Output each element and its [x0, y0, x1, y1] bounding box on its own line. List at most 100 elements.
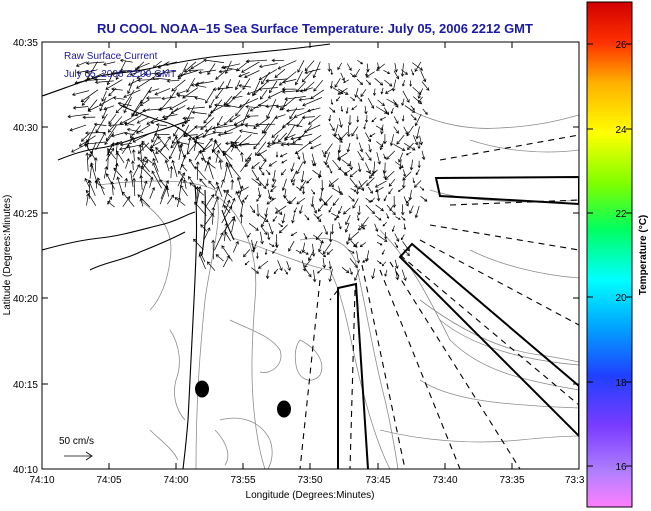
current-vector — [298, 97, 312, 102]
current-vector — [191, 110, 207, 115]
current-vector — [238, 83, 252, 88]
current-vector — [115, 105, 124, 114]
current-vector — [125, 158, 130, 169]
current-vector — [328, 114, 332, 122]
current-vector — [246, 114, 259, 119]
current-vector — [337, 88, 349, 95]
current-vector — [389, 134, 394, 147]
current-vector — [221, 245, 233, 262]
current-vector — [383, 69, 391, 75]
current-vector — [420, 196, 428, 202]
current-vector — [157, 68, 169, 77]
current-vector — [380, 124, 384, 135]
current-vector — [376, 63, 386, 71]
current-vector — [206, 160, 214, 180]
current-vector — [259, 215, 269, 223]
current-vector — [271, 179, 277, 188]
colorbar — [586, 1, 633, 508]
current-vector — [279, 152, 288, 158]
current-vector — [134, 108, 150, 117]
current-vector — [421, 150, 426, 161]
colorbar-tick-label: 24 — [615, 125, 627, 136]
current-vector — [67, 113, 89, 119]
current-vector — [170, 132, 186, 149]
current-vector — [356, 95, 363, 102]
current-vector — [200, 224, 208, 232]
current-vector — [326, 249, 334, 255]
colorbar-tick-label: 16 — [615, 462, 627, 473]
current-vector — [230, 141, 237, 152]
current-vector — [159, 185, 169, 205]
current-legend-line2: July 05, 2006 22:00 GMT — [64, 69, 176, 80]
current-vector — [412, 96, 423, 105]
current-vector — [315, 232, 323, 241]
current-vector — [127, 144, 132, 154]
current-vector — [358, 225, 366, 230]
current-vector — [85, 131, 106, 135]
current-vector — [279, 96, 297, 111]
current-vector — [402, 171, 412, 181]
current-vector — [380, 87, 384, 95]
current-vector — [229, 114, 241, 123]
current-vector — [404, 105, 416, 113]
current-vector — [69, 124, 87, 132]
current-vector — [119, 58, 133, 63]
current-vector — [364, 132, 371, 143]
current-vector — [329, 80, 334, 89]
current-vector — [381, 249, 385, 255]
current-vector — [103, 166, 108, 179]
current-vector — [409, 159, 414, 171]
current-vector — [71, 90, 90, 97]
radial-dashed-lines — [299, 134, 579, 469]
current-vector — [338, 222, 342, 230]
current-vector — [353, 241, 359, 247]
current-vector — [305, 268, 312, 278]
current-vector — [277, 260, 283, 272]
current-vector — [374, 78, 384, 86]
current-vector — [212, 130, 224, 134]
current-vector — [72, 105, 89, 110]
current-vector — [271, 125, 286, 138]
current-vector — [357, 151, 364, 161]
current-vector — [301, 115, 315, 120]
current-vector — [393, 70, 400, 80]
current-vector — [123, 121, 135, 126]
current-vector — [412, 86, 422, 95]
current-vector — [275, 151, 279, 158]
current-vector — [253, 133, 267, 150]
x-tick-label: 73:3 — [565, 475, 585, 486]
current-vector — [351, 105, 358, 111]
current-vector — [292, 178, 296, 186]
current-vector — [214, 140, 224, 154]
current-vector — [290, 170, 297, 183]
current-vector — [323, 225, 329, 236]
current-vector — [155, 147, 170, 162]
y-tick-label: 40:35 — [13, 38, 38, 49]
scale-label: 50 cm/s — [59, 436, 94, 447]
current-vector — [155, 123, 168, 127]
current-vector — [339, 131, 348, 141]
current-vector — [208, 180, 216, 190]
current-vector — [127, 79, 135, 95]
current-vector — [119, 142, 132, 147]
current-vector — [208, 98, 215, 109]
current-vector — [317, 170, 322, 179]
current-vector — [361, 216, 369, 227]
current-vector — [411, 62, 424, 71]
current-vector — [384, 79, 393, 87]
current-vector — [390, 107, 394, 115]
current-vector — [286, 122, 303, 127]
current-vector — [303, 232, 308, 240]
current-vector — [256, 252, 259, 259]
current-vector — [419, 135, 423, 146]
current-vector — [393, 116, 399, 124]
current-vector — [221, 205, 233, 224]
current-vector — [194, 166, 207, 181]
current-vector — [357, 205, 361, 216]
current-vector — [383, 134, 387, 145]
current-vector — [193, 135, 199, 151]
current-vector — [265, 78, 288, 83]
current-vector — [405, 198, 411, 204]
current-vector — [205, 88, 215, 104]
current-vector — [245, 104, 259, 109]
